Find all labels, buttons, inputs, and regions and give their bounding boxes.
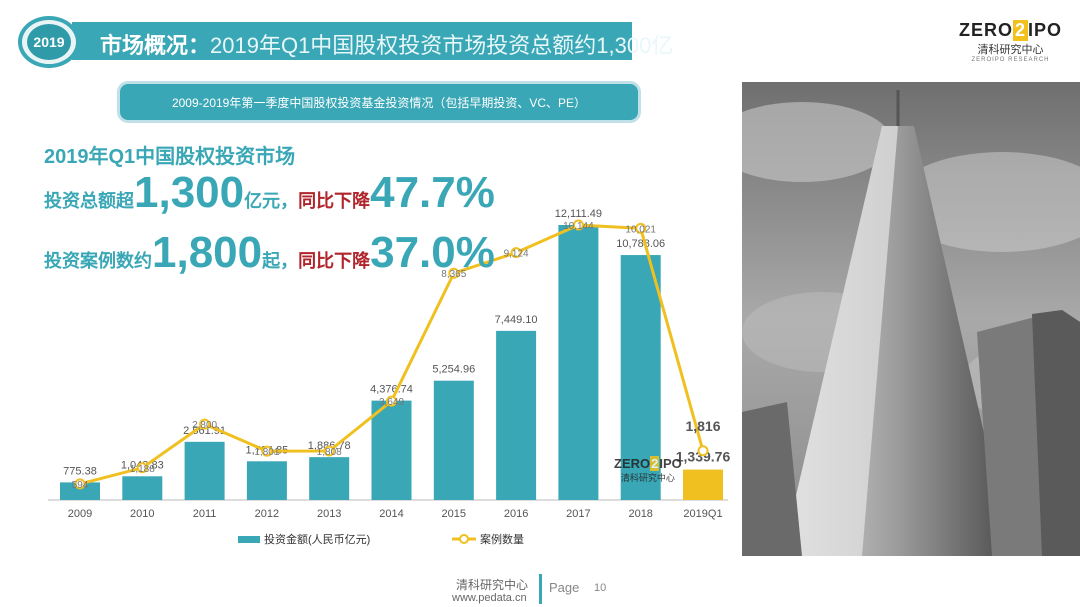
- headline-amount-b: 亿元，: [244, 191, 299, 211]
- headline-amount-c: 同比下降: [298, 191, 371, 211]
- bar-label-2009: 775.38: [63, 465, 97, 477]
- headline-cases-num: 1,800: [152, 228, 263, 277]
- bar-2014: [371, 400, 412, 500]
- line-point-2016: [510, 247, 522, 259]
- x-tick-2013: 2013: [317, 508, 341, 520]
- bar-2015: [433, 380, 474, 500]
- line-label-2011: 2,800: [192, 420, 217, 431]
- bar-2019Q1: [683, 469, 723, 500]
- bar-label-2019Q1: 1,339.76: [676, 449, 731, 465]
- bar-2009: [60, 482, 100, 500]
- line-point-2013: [323, 445, 335, 457]
- x-tick-2015: 2015: [442, 508, 466, 520]
- logo-cn: 清科研究中心: [977, 44, 1044, 56]
- line-point-2012: [261, 445, 273, 457]
- x-tick-2016: 2016: [504, 508, 528, 520]
- footer-divider: [539, 574, 542, 604]
- line-label-2018: 10,021: [625, 224, 656, 235]
- headline-cases: 投资案例数约1,800起，同比下降37.0%: [44, 228, 495, 278]
- chart-subtitle: 2009-2019年第一季度中国股权投资基金投资情况（包括早期投资、VC、PE）: [171, 95, 587, 110]
- headline-amount: 投资总额超1,300亿元，同比下降47.7%: [44, 168, 495, 218]
- legend-bar-label: 投资金额(人民币亿元): [264, 532, 370, 546]
- headline-amount-a: 投资总额超: [44, 191, 134, 211]
- x-tick-2009: 2009: [68, 508, 92, 520]
- line-point-2014: [386, 395, 397, 407]
- line-label-2014: 3,649: [379, 397, 404, 408]
- line-label-2009: 594: [72, 480, 89, 491]
- bar-label-2016: 7,449.10: [495, 314, 538, 326]
- x-tick-2019Q1: 2019Q1: [683, 508, 722, 520]
- line-label-2010: 1,188: [130, 464, 155, 475]
- bar-2017: [558, 225, 599, 500]
- wm-left: ZERO: [614, 456, 651, 471]
- line-label-2017: 10,144: [563, 221, 594, 232]
- wm-box: 2: [650, 456, 660, 471]
- bar-2016: [496, 330, 537, 500]
- wm-cn: 清科研究中心: [620, 473, 675, 483]
- footer-page-number: 10: [594, 582, 607, 594]
- bar-label-2015: 5,254.96: [432, 364, 475, 376]
- chart-watermark: ZERO2IPO 清科研究中心: [614, 456, 682, 484]
- zeroipo-logo: ZERO 2 IPO 清科研究中心 ZEROIPO RESEARCH: [959, 20, 1062, 63]
- legend-line-marker: [459, 534, 469, 544]
- footer-cn: 清科研究中心: [456, 578, 529, 592]
- x-tick-2017: 2017: [566, 508, 590, 520]
- bar-2011: [184, 441, 225, 500]
- year-badge-label: 2019: [27, 24, 71, 60]
- logo-text-box: 2: [1012, 20, 1028, 41]
- line-label-2019Q1: 1,816: [685, 418, 720, 434]
- headline-cases-pct: 37.0%: [370, 228, 495, 277]
- line-point-2017: [572, 219, 584, 231]
- headline-cases-c: 同比下降: [298, 251, 371, 271]
- year-badge: 2019: [18, 16, 80, 68]
- headline-cases-b: 起，: [262, 251, 299, 271]
- bar-2012: [246, 461, 287, 500]
- line-point-2011: [199, 418, 211, 430]
- x-tick-2012: 2012: [255, 508, 279, 520]
- line-point-2009: [74, 478, 86, 490]
- title-prefix: 市场概况：: [100, 33, 211, 58]
- chart-canvas: 775.3820091,043.8320102,561.9120111,704.…: [48, 208, 731, 546]
- logo-text-right: IPO: [1027, 20, 1062, 40]
- x-tick-2014: 2014: [379, 508, 403, 520]
- line-point-2010: [136, 462, 148, 474]
- footer-url: www.pedata.cn: [452, 592, 527, 604]
- line-point-2019Q1: [697, 445, 709, 457]
- bar-2013: [309, 457, 350, 500]
- page-title: 市场概况：2019年Q1中国股权投资市场投资总额约1,300亿: [100, 28, 673, 60]
- headline-amount-pct: 47.7%: [370, 168, 495, 217]
- line-point-2015: [448, 267, 460, 279]
- line-label-2016: 9,124: [504, 249, 529, 260]
- legend-line-label: 案例数量: [480, 532, 524, 546]
- footer-page-label: Page: [549, 580, 580, 595]
- headline-market: 2019年Q1中国股权投资市场: [44, 146, 296, 168]
- logo-sub: ZEROIPO RESEARCH: [971, 57, 1050, 63]
- legend-bar-swatch: [238, 536, 260, 543]
- logo-text-left: ZERO: [958, 20, 1013, 40]
- line-point-2018: [635, 222, 647, 234]
- line-label-2013: 1,808: [317, 447, 342, 458]
- title-bar: [72, 22, 632, 60]
- line-label-2015: 8,365: [441, 269, 466, 280]
- x-tick-2018: 2018: [628, 508, 652, 520]
- x-tick-2010: 2010: [130, 508, 154, 520]
- chart-subtitle-box: 2009-2019年第一季度中国股权投资基金投资情况（包括早期投资、VC、PE）: [120, 84, 638, 120]
- bar-label-2018: 10,788.06: [616, 238, 665, 250]
- bar-label-2014: 4,376.74: [370, 384, 413, 396]
- wm-right: IPO: [659, 456, 682, 471]
- x-tick-2011: 2011: [193, 508, 217, 520]
- headline-cases-a: 投资案例数约: [44, 251, 152, 271]
- skyscraper-photo: [742, 82, 1080, 556]
- bar-2010: [122, 476, 163, 500]
- bar-label-2017: 12,111.49: [555, 208, 602, 220]
- line-label-2012: 1,801: [254, 447, 279, 458]
- headline-amount-num: 1,300: [134, 168, 245, 217]
- title-main: 2019年Q1中国股权投资市场投资总额约1,300亿: [210, 33, 674, 58]
